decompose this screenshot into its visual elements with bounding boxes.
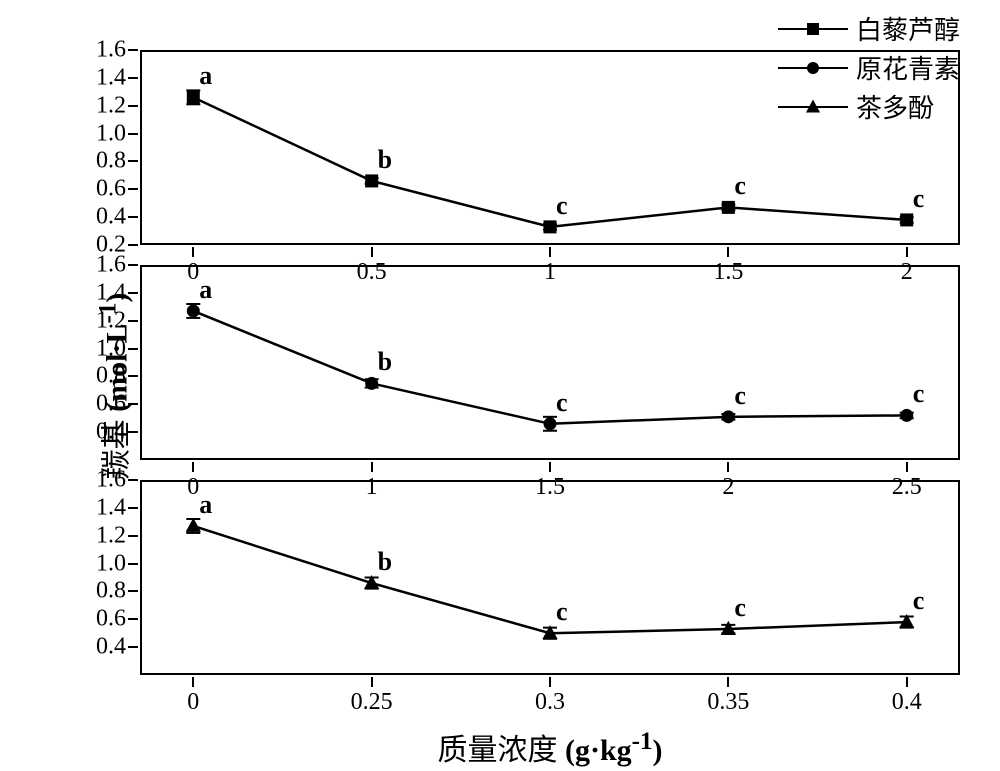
series-line <box>140 480 960 675</box>
point-label: b <box>378 145 392 175</box>
chart-panel: 0.40.60.81.01.21.41.6011.522.5abccc <box>140 265 960 460</box>
y-tick-label: 0.6 <box>96 176 140 203</box>
y-tick-label: 0.8 <box>96 363 140 390</box>
y-tick-label: 1.2 <box>96 522 140 549</box>
chart-panel: 0.40.60.81.01.21.41.600.250.30.350.4abcc… <box>140 480 960 675</box>
y-tick-label: 1.0 <box>96 550 140 577</box>
chart-panel: 0.20.40.60.81.01.21.41.600.511.52abccc <box>140 50 960 245</box>
x-tick-label: 0.4 <box>892 675 922 716</box>
point-label: a <box>199 61 212 91</box>
y-tick-label: 1.6 <box>96 37 140 64</box>
x-axis-title-cn: 质量浓度 <box>437 734 557 767</box>
y-tick-label: 1.4 <box>96 64 140 91</box>
point-label: c <box>556 388 568 418</box>
series-line <box>140 265 960 460</box>
point-label: c <box>913 586 925 616</box>
point-label: c <box>556 191 568 221</box>
point-label: c <box>913 184 925 214</box>
y-tick-label: 1.6 <box>96 252 140 279</box>
point-label: c <box>734 593 746 623</box>
y-tick-label: 0.6 <box>96 606 140 633</box>
x-tick-label: 0.3 <box>535 675 565 716</box>
x-tick-label: 0.25 <box>351 675 393 716</box>
legend-line-icon <box>778 28 848 30</box>
point-label: c <box>556 597 568 627</box>
point-label: c <box>734 171 746 201</box>
y-tick-label: 0.8 <box>96 148 140 175</box>
y-tick-label: 1.4 <box>96 494 140 521</box>
series-line <box>140 50 960 245</box>
y-tick-label: 1.2 <box>96 92 140 119</box>
y-tick-label: 1.4 <box>96 279 140 306</box>
point-label: b <box>378 347 392 377</box>
y-tick-label: 0.4 <box>96 204 140 231</box>
y-tick-label: 0.8 <box>96 578 140 605</box>
figure: 白藜芦醇 原花青素 茶多酚 羰基 (mol·L-1) 0.20.40.60.81… <box>0 0 1000 771</box>
point-label: b <box>378 547 392 577</box>
y-tick-label: 1.6 <box>96 467 140 494</box>
point-label: c <box>734 381 746 411</box>
y-tick-label: 1.0 <box>96 120 140 147</box>
y-tick-label: 0.6 <box>96 391 140 418</box>
y-tick-label: 1.0 <box>96 335 140 362</box>
y-tick-label: 0.4 <box>96 419 140 446</box>
y-tick-label: 0.4 <box>96 634 140 661</box>
point-label: a <box>199 275 212 305</box>
legend-label: 白藜芦醇 <box>856 10 960 47</box>
x-tick-label: 0.35 <box>707 675 749 716</box>
legend-item: 白藜芦醇 <box>778 10 960 47</box>
y-tick-label: 1.2 <box>96 307 140 334</box>
x-tick-label: 0 <box>187 675 199 716</box>
point-label: c <box>913 379 925 409</box>
x-axis-title: 质量浓度 (g·kg-1) <box>437 725 662 769</box>
point-label: a <box>199 490 212 520</box>
